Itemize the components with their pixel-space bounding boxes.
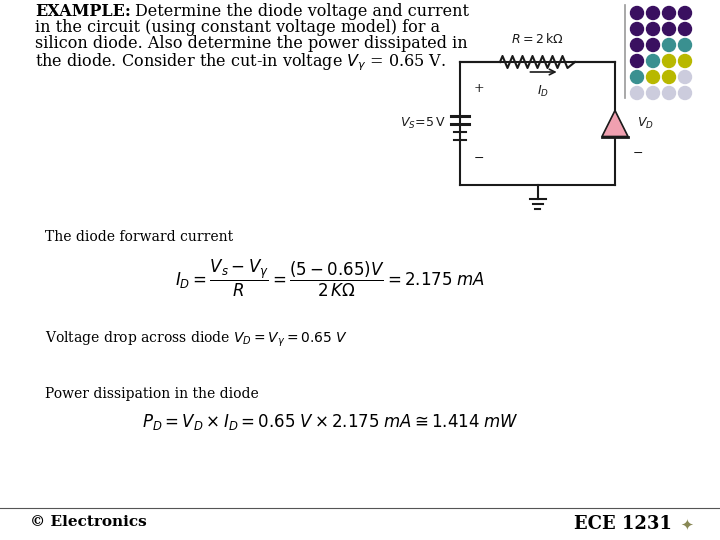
Text: $R = 2\,\mathrm{k\Omega}$: $R = 2\,\mathrm{k\Omega}$ [511, 32, 564, 46]
Circle shape [647, 6, 660, 19]
Circle shape [678, 6, 691, 19]
Text: $I_D = \dfrac{V_s - V_\gamma}{R} = \dfrac{(5 - 0.65)V}{2\,K\Omega} = 2.175\;mA$: $I_D = \dfrac{V_s - V_\gamma}{R} = \dfra… [175, 258, 485, 299]
Circle shape [678, 23, 691, 36]
Text: Voltage drop across diode $V_D = V_\gamma = 0.65\;V$: Voltage drop across diode $V_D = V_\gamm… [45, 330, 347, 349]
Text: +: + [474, 82, 485, 95]
Circle shape [662, 55, 675, 68]
Text: −: − [633, 147, 644, 160]
Circle shape [662, 6, 675, 19]
Circle shape [678, 55, 691, 68]
Text: $P_D = V_D \times I_D = 0.65\;V \times 2.175\;mA \cong 1.414\;mW$: $P_D = V_D \times I_D = 0.65\;V \times 2… [142, 412, 518, 432]
Circle shape [662, 23, 675, 36]
Circle shape [662, 86, 675, 99]
Text: the diode. Consider the cut-in voltage $V_\gamma$ = 0.65 V.: the diode. Consider the cut-in voltage $… [35, 51, 446, 72]
Circle shape [631, 86, 644, 99]
Text: $I_D$: $I_D$ [536, 84, 549, 99]
Text: $V_D$: $V_D$ [637, 116, 654, 131]
Text: EXAMPLE:: EXAMPLE: [35, 3, 131, 20]
Circle shape [662, 71, 675, 84]
Circle shape [647, 55, 660, 68]
Text: −: − [474, 152, 485, 165]
Circle shape [662, 38, 675, 51]
Circle shape [678, 86, 691, 99]
Text: Power dissipation in the diode: Power dissipation in the diode [45, 387, 258, 401]
Circle shape [631, 38, 644, 51]
Circle shape [678, 38, 691, 51]
Text: The diode forward current: The diode forward current [45, 230, 233, 244]
Circle shape [631, 23, 644, 36]
Text: © Electronics: © Electronics [30, 515, 147, 529]
Text: in the circuit (using constant voltage model) for a: in the circuit (using constant voltage m… [35, 19, 440, 36]
Circle shape [647, 71, 660, 84]
Text: silicon diode. Also determine the power dissipated in: silicon diode. Also determine the power … [35, 35, 467, 52]
Circle shape [647, 23, 660, 36]
Text: ECE 1231: ECE 1231 [574, 515, 672, 533]
Text: ✦: ✦ [680, 518, 693, 533]
Polygon shape [602, 111, 628, 137]
Text: $V_S\!=\!5\,\mathrm{V}$: $V_S\!=\!5\,\mathrm{V}$ [400, 116, 446, 131]
Circle shape [647, 86, 660, 99]
Text: Determine the diode voltage and current: Determine the diode voltage and current [135, 3, 469, 20]
Circle shape [647, 38, 660, 51]
Circle shape [631, 55, 644, 68]
Circle shape [678, 71, 691, 84]
Text: +: + [633, 89, 644, 102]
Circle shape [631, 6, 644, 19]
Circle shape [631, 71, 644, 84]
